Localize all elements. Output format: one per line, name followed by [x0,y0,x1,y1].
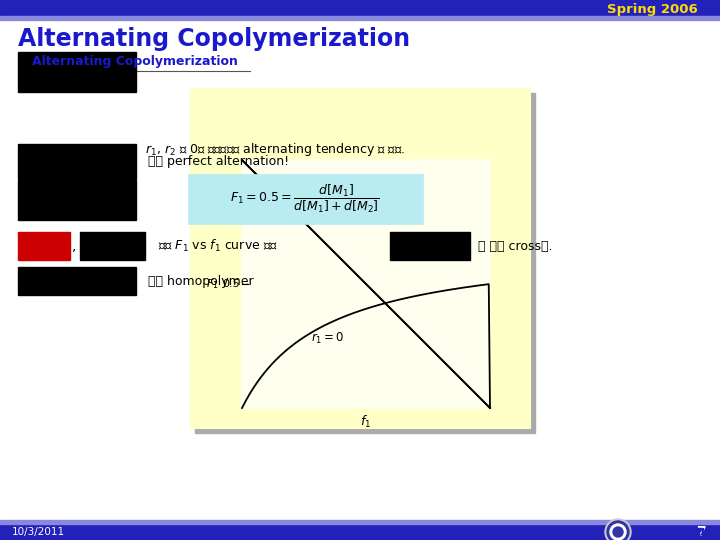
Bar [18,144,136,179]
Text: $f_1$: $f_1$ [361,414,372,430]
Text: $F_1 = 0.5 = \dfrac{d[M_1]}{d[M_1]+d[M_2]}$: $F_1 = 0.5 = \dfrac{d[M_1]}{d[M_1]+d[M_2… [230,183,380,215]
Bar [0,16,720,20]
Bar [0,520,720,524]
Bar [390,232,470,260]
Bar [18,52,136,92]
Circle shape [607,521,629,540]
Bar [188,174,423,224]
Text: 10/3/2011: 10/3/2011 [12,527,65,537]
Text: $F_1$: $F_1$ [206,277,219,291]
Circle shape [605,519,631,540]
Bar [18,232,70,260]
Bar [0,524,720,540]
Text: $r_1=0$: $r_1=0$ [312,331,345,346]
Bar [190,88,530,428]
Bar [80,232,145,260]
Text: 이면 $F_1$ vs $f_1$ curve 에서: 이면 $F_1$ vs $f_1$ curve 에서 [158,238,278,254]
Text: Spring 2006: Spring 2006 [607,3,698,17]
Bar [242,160,490,408]
Bar [709,528,720,536]
Circle shape [610,524,626,540]
Text: Alternating Copolymerization: Alternating Copolymerization [32,55,238,68]
Text: Hanyang Univ.: Hanyang Univ. [636,525,720,539]
Text: 7: 7 [696,525,706,539]
Bar [0,0,720,16]
Text: $r_1$, $r_2$ 가 0에 가까울수록 alternating tendency 가 있음.: $r_1$, $r_2$ 가 0에 가까울수록 alternating tend… [145,141,405,159]
Bar [18,180,136,220]
Bar [18,267,136,295]
Text: 인 선을 cross함.: 인 선을 cross함. [478,240,552,253]
Text: ,: , [72,239,76,253]
Text: 0.5: 0.5 [222,279,240,289]
Circle shape [613,527,623,537]
Bar [195,93,535,433]
Text: Alternating Copolymerization: Alternating Copolymerization [18,27,410,51]
Text: 이면 perfect alternation!: 이면 perfect alternation! [148,154,289,167]
Text: 이면 homopolymer: 이면 homopolymer [148,274,253,287]
